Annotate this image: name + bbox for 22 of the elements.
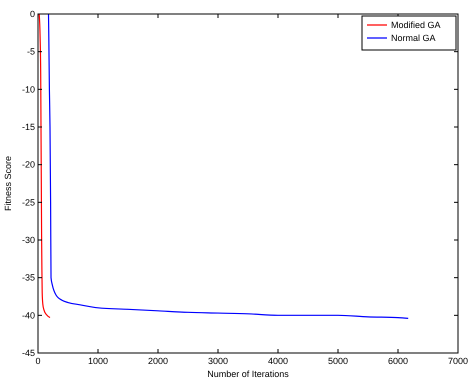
y-tick-label: -5 <box>26 46 35 57</box>
y-tick-label: -20 <box>22 160 35 170</box>
y-axis-title: Fitness Score <box>3 156 13 212</box>
legend-label: Normal GA <box>391 33 436 43</box>
y-tick-label: -35 <box>22 272 35 283</box>
x-tick-label: 3000 <box>208 356 228 366</box>
y-tick-label: -30 <box>22 235 35 245</box>
x-tick-label: 4000 <box>268 356 288 366</box>
x-tick-label: 2000 <box>148 356 168 366</box>
x-axis-title: Number of Iterations <box>207 369 290 379</box>
x-tick-label: 6000 <box>388 356 408 366</box>
x-tick-label: 5000 <box>328 356 348 366</box>
y-tick-label: -25 <box>22 197 35 208</box>
x-tick-label: 1000 <box>88 356 108 366</box>
y-tick-label: -10 <box>22 84 35 94</box>
y-tick-label: -45 <box>22 348 35 358</box>
y-tick-label: 0 <box>30 9 35 19</box>
line-series <box>38 13 51 318</box>
legend-label: Modified GA <box>391 20 441 30</box>
y-tick-label: -40 <box>22 310 35 320</box>
x-tick-label: 7000 <box>448 356 468 366</box>
y-tick-label: -15 <box>22 122 35 132</box>
